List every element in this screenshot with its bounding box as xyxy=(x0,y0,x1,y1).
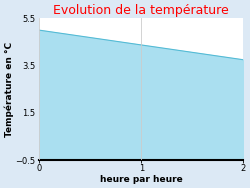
X-axis label: heure par heure: heure par heure xyxy=(100,175,183,184)
Title: Evolution de la température: Evolution de la température xyxy=(54,4,229,17)
Y-axis label: Température en °C: Température en °C xyxy=(4,42,14,137)
